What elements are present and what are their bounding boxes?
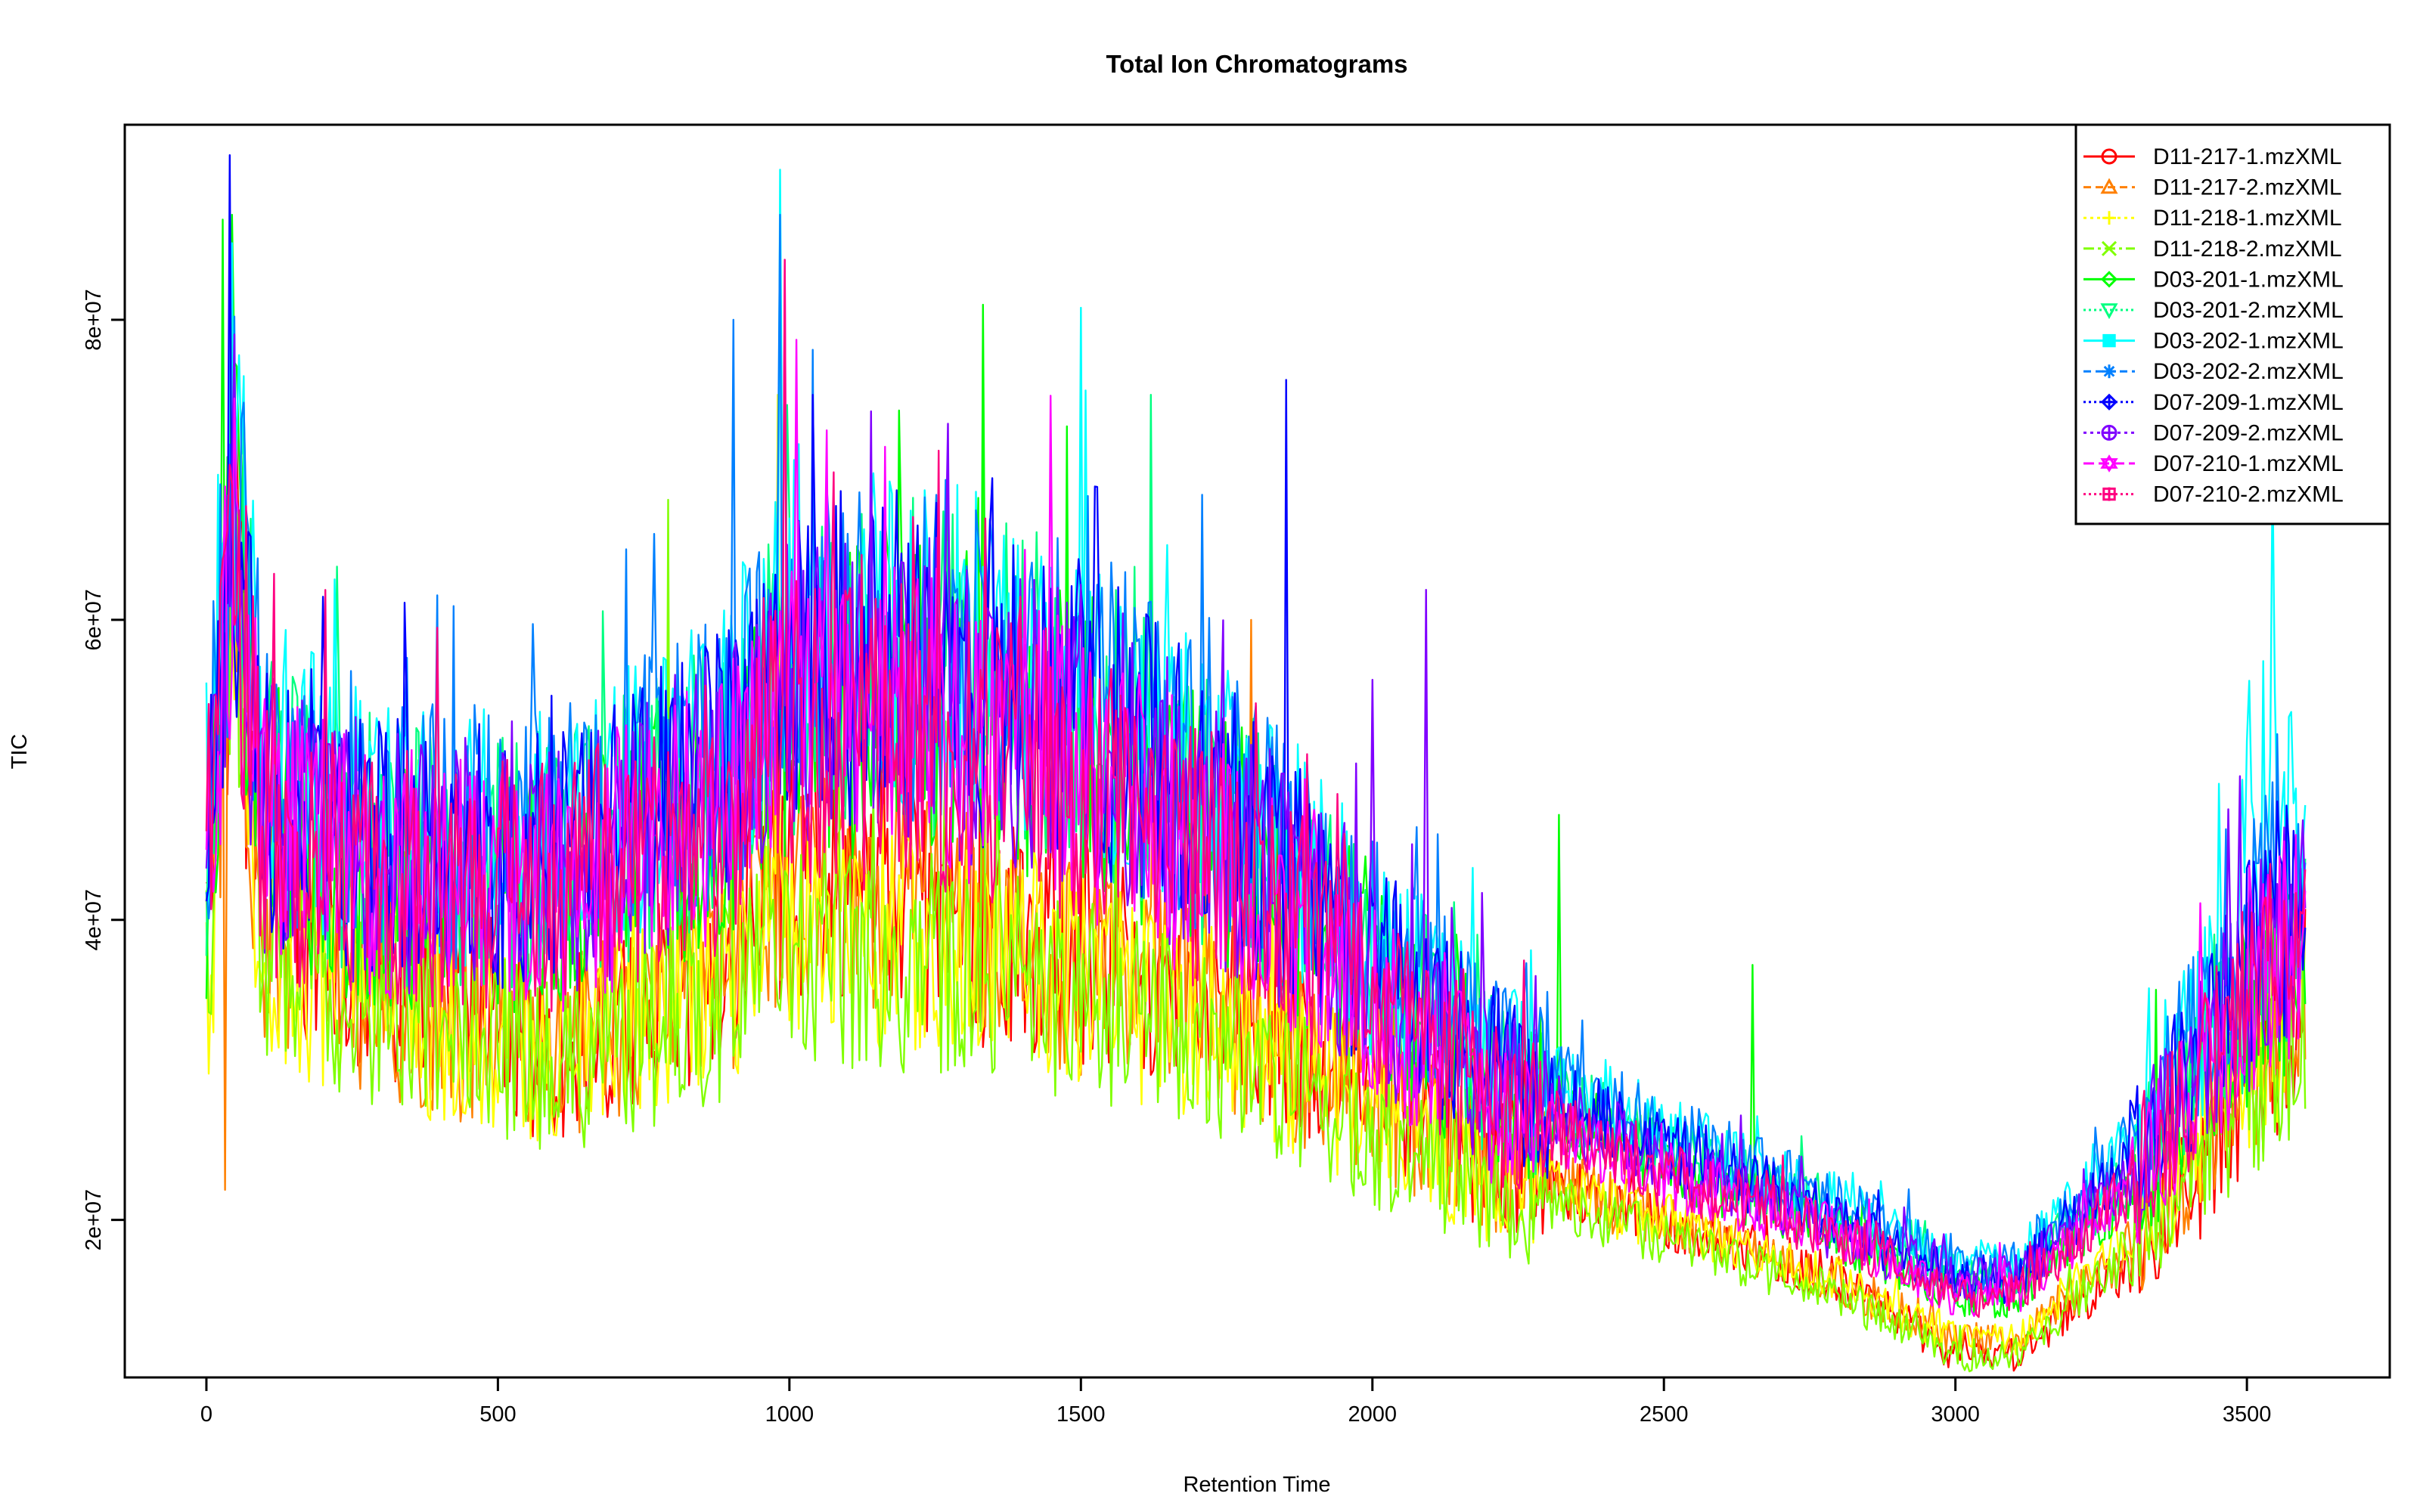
legend-marker: [2102, 364, 2116, 379]
legend-label: D03-202-2.mzXML: [2153, 359, 2344, 384]
x-axis: 0 500 1000 1500 2000 2500 3000 3500: [200, 1376, 2272, 1427]
series-line: [205, 394, 2307, 1357]
y-axis-label: TIC: [8, 734, 32, 770]
x-axis-label: Retention Time: [1183, 1473, 1330, 1497]
y-tick-label: 6e+07: [82, 589, 106, 650]
y-axis: 2e+07 4e+07 6e+07 8e+07: [82, 289, 126, 1250]
legend-label: D07-210-1.mzXML: [2153, 451, 2344, 476]
x-tick-label: 500: [479, 1402, 516, 1427]
x-tick-label: 1500: [1056, 1402, 1106, 1427]
legend-marker: [2100, 178, 2118, 194]
x-tick-label: 2000: [1348, 1402, 1397, 1427]
legend-marker: [2102, 333, 2116, 348]
x-tick-label: 3500: [2223, 1402, 2272, 1427]
series-layer: [205, 154, 2307, 1373]
series-line: [205, 259, 2307, 1318]
legend-marker: [2100, 303, 2118, 320]
series-line: [205, 333, 2307, 1305]
y-tick-label: 4e+07: [82, 889, 106, 950]
legend-label: D11-217-1.mzXML: [2153, 144, 2342, 169]
legend-label: D11-217-2.mzXML: [2153, 175, 2342, 200]
legend-label: D03-202-1.mzXML: [2153, 329, 2344, 354]
legend-label: D03-201-1.mzXML: [2153, 267, 2344, 292]
legend-label: D07-209-1.mzXML: [2153, 390, 2344, 415]
series-line: [205, 259, 2307, 1317]
x-tick-label: 1000: [765, 1402, 814, 1427]
y-tick-label: 2e+07: [82, 1189, 106, 1250]
legend-marker: [2102, 211, 2116, 225]
series-line: [205, 318, 2307, 1373]
x-tick-label: 2500: [1640, 1402, 1689, 1427]
x-tick-label: 3000: [1931, 1402, 1980, 1427]
legend-marker: [2100, 454, 2118, 472]
legend-label: D07-210-2.mzXML: [2153, 482, 2344, 507]
legend-marker: [2101, 240, 2118, 256]
legend-marker: [2101, 148, 2118, 165]
legend-label: D07-209-2.mzXML: [2153, 420, 2344, 445]
legend-marker: [2100, 393, 2118, 411]
legend-label: D03-201-2.mzXML: [2153, 298, 2344, 323]
chart-title: Total Ion Chromatograms: [1106, 50, 1407, 78]
legend-marker: [2100, 271, 2118, 288]
legend-marker: [2101, 424, 2118, 441]
legend-marker: [2102, 487, 2116, 501]
x-tick-label: 0: [200, 1402, 213, 1427]
legend-label: D11-218-1.mzXML: [2153, 206, 2342, 231]
legend-box: [2074, 123, 2391, 525]
y-tick-label: 8e+07: [82, 289, 106, 350]
legend-label: D11-218-2.mzXML: [2153, 237, 2342, 262]
legend: D11-217-1.mzXML D11-217-2.mzXML D11-218-1.…: [2074, 123, 2391, 525]
